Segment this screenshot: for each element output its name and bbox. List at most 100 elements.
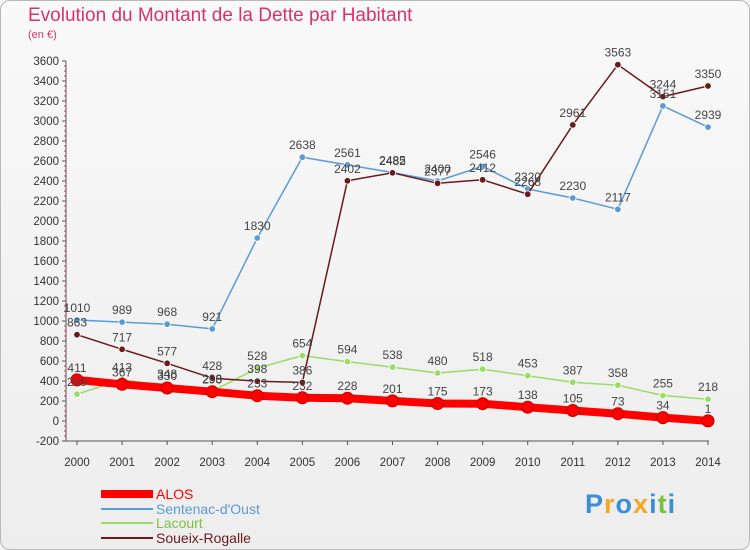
data-label: 386 [292, 363, 312, 377]
data-point [659, 92, 667, 101]
data-label: 2939 [695, 108, 722, 122]
x-tick-label: 2002 [154, 457, 180, 469]
x-tick-label: 2003 [199, 457, 225, 469]
y-tick-label: 1400 [33, 276, 59, 288]
data-label: 173 [473, 385, 493, 399]
data-label: 518 [473, 350, 493, 364]
x-tick-label: 2014 [695, 457, 721, 469]
data-point [118, 318, 126, 326]
data-point [250, 389, 264, 403]
y-tick-label: 1000 [33, 316, 59, 328]
data-point [343, 177, 352, 185]
y-tick-label: 0 [53, 416, 59, 428]
data-point [524, 190, 532, 198]
data-label: 2117 [605, 190, 631, 204]
y-tick-label: 800 [40, 336, 59, 348]
logo-letter: i [667, 489, 677, 519]
data-label: 594 [337, 343, 357, 357]
data-label: 2561 [334, 146, 361, 160]
data-point [611, 407, 625, 421]
x-tick-label: 2006 [335, 457, 361, 469]
data-point [478, 176, 487, 184]
data-label: 2320 [514, 170, 541, 184]
y-tick-label: 400 [40, 376, 59, 388]
data-point [569, 194, 577, 202]
legend-swatch [101, 490, 153, 498]
data-label: 387 [563, 363, 583, 377]
data-label: 269 [67, 375, 87, 389]
data-label: 73 [611, 395, 625, 409]
data-label: 2230 [559, 179, 586, 193]
data-point [478, 365, 487, 373]
data-point [569, 121, 577, 129]
data-point [431, 397, 445, 410]
data-label: 2961 [559, 106, 586, 120]
data-point [73, 390, 81, 398]
x-tick-label: 2005 [290, 457, 316, 469]
data-label: 2402 [334, 162, 361, 176]
proxiti-logo: Proxiti [585, 489, 676, 520]
x-tick-label: 2001 [109, 457, 135, 469]
data-label: 2400 [424, 162, 451, 176]
data-label: 3244 [650, 78, 677, 92]
data-point [478, 162, 487, 171]
data-label: 2377 [424, 164, 451, 178]
data-point [340, 391, 354, 405]
x-tick-label: 2012 [605, 457, 631, 469]
data-label: 1 [705, 402, 712, 416]
legend-label: Sentenac-d'Oust [156, 500, 260, 517]
data-label: 863 [67, 316, 87, 330]
data-label: 411 [67, 361, 86, 375]
data-label: 367 [112, 365, 132, 379]
data-point [70, 373, 84, 387]
data-label: 528 [247, 349, 267, 363]
data-label: 253 [247, 377, 267, 391]
data-label: 1830 [244, 219, 271, 233]
y-tick-label: 2600 [33, 156, 59, 168]
y-tick-label: 200 [40, 396, 59, 408]
legend-label: Soueix-Rogalle [156, 529, 251, 546]
data-point [73, 316, 81, 324]
data-point [160, 381, 174, 395]
data-point [298, 378, 307, 387]
data-label: 577 [157, 344, 177, 358]
data-label: 298 [202, 372, 222, 386]
logo-letter: P [585, 489, 605, 519]
y-tick-label: 1800 [33, 236, 59, 248]
data-point [115, 377, 129, 391]
x-tick-label: 2007 [380, 457, 406, 469]
data-point [388, 363, 397, 371]
data-label: 3563 [605, 46, 632, 60]
data-label: 428 [202, 359, 222, 373]
x-tick-label: 2009 [470, 457, 496, 469]
data-point [253, 377, 261, 385]
x-tick-label: 2010 [515, 457, 541, 469]
logo-letter: o [615, 489, 634, 519]
data-label: 921 [202, 310, 222, 324]
data-label: 2412 [469, 161, 496, 175]
y-tick-label: 2000 [33, 216, 59, 228]
data-point [614, 381, 622, 389]
data-label: 358 [608, 366, 628, 380]
x-tick-label: 2008 [425, 457, 451, 469]
data-point [704, 395, 712, 403]
y-tick-label: 1200 [33, 296, 59, 308]
data-label: 989 [112, 303, 132, 317]
data-point [298, 153, 307, 161]
data-label: 968 [157, 305, 177, 319]
x-tick-label: 2000 [64, 457, 90, 469]
data-label: 717 [112, 330, 132, 344]
data-point [614, 61, 622, 69]
data-label: 201 [382, 382, 402, 396]
x-tick-label: 2004 [244, 457, 270, 469]
data-label: 2638 [289, 138, 316, 152]
data-point [659, 391, 667, 400]
data-label: 2268 [514, 175, 541, 189]
data-label: 105 [563, 392, 583, 406]
legend-swatch [101, 522, 153, 524]
chart-subtitle: (en €) [28, 29, 57, 41]
data-point [343, 357, 352, 366]
y-tick-label: 600 [40, 356, 59, 368]
data-point [208, 374, 216, 382]
